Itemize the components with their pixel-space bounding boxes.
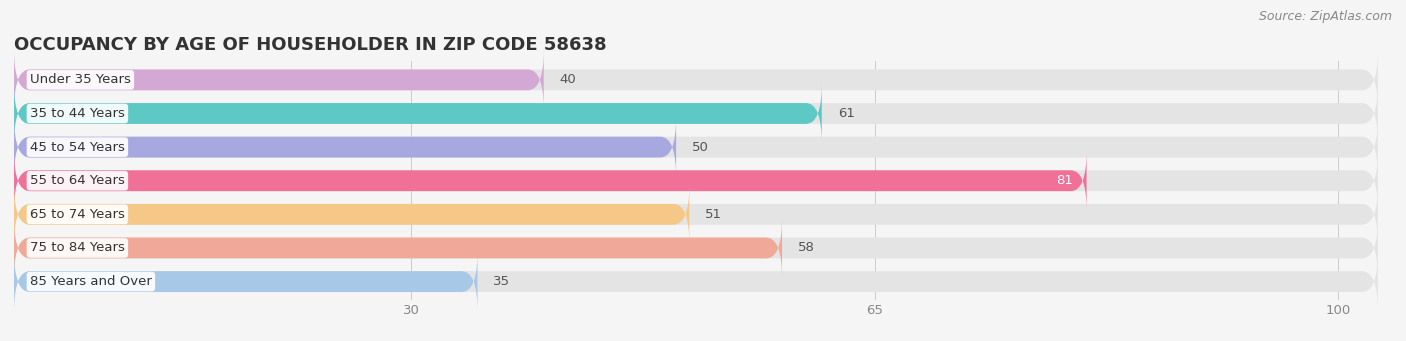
Text: 58: 58	[799, 241, 815, 254]
FancyBboxPatch shape	[14, 151, 1087, 211]
FancyBboxPatch shape	[14, 84, 1378, 144]
Text: 50: 50	[692, 140, 709, 153]
Text: 75 to 84 Years: 75 to 84 Years	[30, 241, 125, 254]
FancyBboxPatch shape	[14, 117, 1378, 177]
FancyBboxPatch shape	[14, 218, 1378, 278]
Text: 61: 61	[838, 107, 855, 120]
Text: Under 35 Years: Under 35 Years	[30, 73, 131, 86]
FancyBboxPatch shape	[14, 184, 689, 244]
FancyBboxPatch shape	[14, 84, 821, 144]
FancyBboxPatch shape	[14, 218, 782, 278]
FancyBboxPatch shape	[14, 252, 1378, 312]
Text: 45 to 54 Years: 45 to 54 Years	[30, 140, 125, 153]
Text: Source: ZipAtlas.com: Source: ZipAtlas.com	[1258, 10, 1392, 23]
FancyBboxPatch shape	[14, 117, 676, 177]
FancyBboxPatch shape	[14, 50, 1378, 110]
FancyBboxPatch shape	[14, 151, 1378, 211]
FancyBboxPatch shape	[14, 252, 478, 312]
Text: 35: 35	[494, 275, 510, 288]
Text: 51: 51	[706, 208, 723, 221]
Text: 35 to 44 Years: 35 to 44 Years	[30, 107, 125, 120]
Text: OCCUPANCY BY AGE OF HOUSEHOLDER IN ZIP CODE 58638: OCCUPANCY BY AGE OF HOUSEHOLDER IN ZIP C…	[14, 36, 606, 54]
Text: 40: 40	[560, 73, 576, 86]
Text: 65 to 74 Years: 65 to 74 Years	[30, 208, 125, 221]
FancyBboxPatch shape	[14, 50, 544, 110]
Text: 55 to 64 Years: 55 to 64 Years	[30, 174, 125, 187]
Text: 81: 81	[1056, 174, 1073, 187]
Text: 85 Years and Over: 85 Years and Over	[30, 275, 152, 288]
FancyBboxPatch shape	[14, 184, 1378, 244]
